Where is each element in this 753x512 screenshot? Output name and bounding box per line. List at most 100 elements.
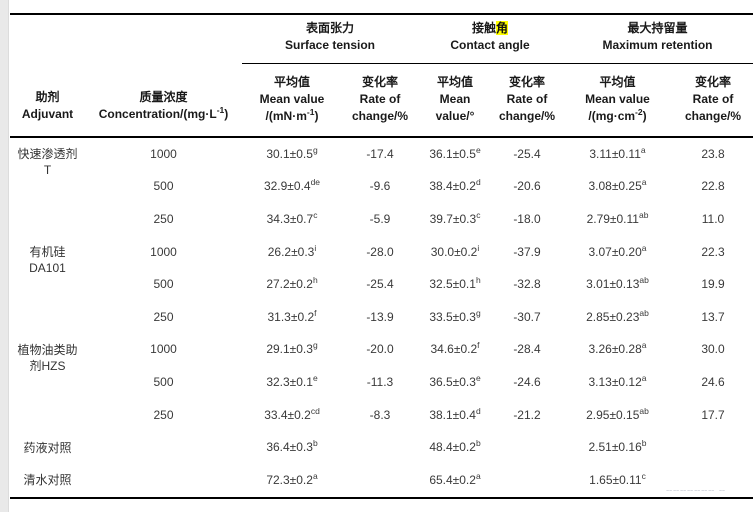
surface-tension-mean-cell: 36.4±0.3b <box>266 438 318 455</box>
table-row: 500 32.3±0.1e -11.3 36.5±0.3e -24.6 3.13±0.12… <box>10 366 753 399</box>
contact-angle-mean-cell: 39.7±0.3c <box>429 209 481 226</box>
max-retention-mean-cell: 1.65±0.11c <box>589 470 646 487</box>
table-header: 助剂 Adjuvant 质量浓度 Concentration/(mg·L-1) … <box>10 14 753 138</box>
contact-angle-rate-cell: -37.9 <box>513 244 541 259</box>
concentration-cell: 500 <box>153 277 174 292</box>
surface-tension-mean-cell: 32.3±0.1e <box>266 372 318 389</box>
header-group-max-retention: 最大持留量 Maximum retention <box>562 14 753 64</box>
surface-tension-mean-cell: 31.3±0.2f <box>267 307 317 324</box>
table-row: 500 27.2±0.2h -25.4 32.5±0.1h -32.8 3.01±0.13… <box>10 268 753 301</box>
concentration-cell: 1000 <box>150 244 177 259</box>
group-header-row: 助剂 Adjuvant 质量浓度 Concentration/(mg·L-1) … <box>10 14 753 138</box>
surface-tension-rate-cell: -13.9 <box>366 309 394 324</box>
subheader-mr-mean: 平均值 Mean value /(mg·cm-2) <box>562 63 673 138</box>
group-surface-tension-en: Surface tension <box>284 38 376 53</box>
contact-angle-mean-cell: 38.4±0.2d <box>429 177 481 194</box>
search-highlight: 角 <box>496 21 509 36</box>
max-retention-mean-cell: 3.26±0.28a <box>588 340 647 357</box>
max-retention-mean-cell: 2.51±0.16b <box>588 438 647 455</box>
max-retention-rate-cell: 23.8 <box>701 146 725 161</box>
paper-table-region: 助剂 Adjuvant 质量浓度 Concentration/(mg·L-1) … <box>10 13 753 499</box>
adjuvant-properties-table: 助剂 Adjuvant 质量浓度 Concentration/(mg·L-1) … <box>10 13 753 499</box>
table-row: 500 32.9±0.4de -9.6 38.4±0.2d -20.6 3.08±0.25… <box>10 171 753 204</box>
max-retention-mean-cell: 3.07±0.20a <box>588 242 647 259</box>
surface-tension-mean-cell: 27.2±0.2h <box>266 275 318 292</box>
table-row: 有机硅 DA101 1000 26.2±0.3i -28.0 30.0±0.2i -37.9… <box>10 236 753 274</box>
contact-angle-mean-cell: 65.4±0.2a <box>429 470 481 487</box>
max-retention-rate-cell: 22.8 <box>701 179 725 194</box>
adjuvant-cell: 药液对照 <box>23 440 72 455</box>
surface-tension-rate-cell <box>342 431 418 464</box>
contact-angle-rate-cell: -25.4 <box>513 146 541 161</box>
contact-angle-rate-cell <box>492 431 562 464</box>
surface-tension-mean-cell: 72.3±0.2a <box>266 470 318 487</box>
group-max-retention-zh: 最大持留量 <box>627 21 688 36</box>
table-row: 250 33.4±0.2cd -8.3 38.1±0.4d -21.2 2.95±0.15… <box>10 399 753 432</box>
concentration-cell: 250 <box>153 309 174 324</box>
table-row: 清水对照 72.3±0.2a 65.4±0.2a 1.65±0.11c <box>10 464 753 498</box>
contact-angle-rate-cell: -28.4 <box>513 342 541 357</box>
concentration-cell: 1000 <box>150 342 177 357</box>
max-retention-rate-cell: 11.0 <box>701 211 725 226</box>
header-group-contact-angle: 接触角 Contact angle <box>418 14 562 64</box>
max-retention-rate-cell: 13.7 <box>701 309 725 324</box>
header-concentration-en: Concentration/(mg·L-1) <box>98 105 229 121</box>
surface-tension-rate-cell: -20.0 <box>366 342 394 357</box>
group-surface-tension-zh: 表面张力 <box>305 21 354 36</box>
surface-tension-rate-cell: -9.6 <box>369 179 391 194</box>
group-contact-angle-zh: 接触角 <box>471 21 509 36</box>
header-adjuvant: 助剂 Adjuvant <box>10 14 85 138</box>
surface-tension-rate-cell <box>342 464 418 498</box>
contact-angle-rate-cell: -30.7 <box>513 309 541 324</box>
max-retention-mean-cell: 3.13±0.12a <box>588 372 647 389</box>
max-retention-mean-cell: 2.79±0.11ab <box>586 209 649 226</box>
adjuvant-cell: 清水对照 <box>23 473 72 488</box>
page-edge-strip <box>0 0 9 512</box>
table-row: 药液对照 36.4±0.3b 48.4±0.2b 2.51±0.16b <box>10 431 753 464</box>
contact-angle-mean-cell: 30.0±0.2i <box>430 242 480 259</box>
subheader-mr-rate: 变化率 Rate of change/% <box>673 63 753 138</box>
surface-tension-mean-cell: 34.3±0.7c <box>266 209 318 226</box>
max-retention-rate-cell <box>673 431 753 464</box>
contact-angle-mean-cell: 38.1±0.4d <box>429 405 481 422</box>
contact-angle-mean-cell: 36.1±0.5e <box>429 144 481 161</box>
surface-tension-rate-cell: -28.0 <box>366 244 394 259</box>
table-row: 快速渗透剂 T 1000 30.1±0.5g -17.4 36.1±0.5e -25.4 3.… <box>10 137 753 177</box>
max-retention-rate-cell: 17.7 <box>701 407 725 422</box>
max-retention-rate-cell: 22.3 <box>701 244 725 259</box>
contact-angle-mean-cell: 34.6±0.2f <box>430 340 480 357</box>
group-contact-angle-en: Contact angle <box>450 38 530 53</box>
header-adjuvant-zh: 助剂 <box>35 90 60 104</box>
surface-tension-mean-cell: 30.1±0.5g <box>266 144 318 161</box>
header-concentration: 质量浓度 Concentration/(mg·L-1) <box>85 14 242 138</box>
contact-angle-rate-cell: -24.6 <box>513 374 541 389</box>
concentration-cell: 500 <box>153 374 174 389</box>
contact-angle-rate-cell: -18.0 <box>513 211 541 226</box>
contact-angle-rate-cell <box>492 464 562 498</box>
surface-tension-mean-cell: 26.2±0.3i <box>267 242 317 259</box>
contact-angle-mean-cell: 33.5±0.3g <box>429 307 481 324</box>
table-row: 植物油类助 剂HZS 1000 29.1±0.3g -20.0 34.6±0.2f -28.… <box>10 334 753 372</box>
concentration-cell: 1000 <box>150 146 177 161</box>
max-retention-mean-cell: 3.01±0.13ab <box>586 275 649 292</box>
contact-angle-mean-cell: 48.4±0.2b <box>429 438 481 455</box>
max-retention-rate-cell: 30.0 <box>701 342 725 357</box>
contact-angle-rate-cell: -21.2 <box>513 407 541 422</box>
concentration-cell: 250 <box>153 407 174 422</box>
adjuvant-cell: 植物油类助 剂HZS <box>17 342 78 373</box>
sub-header-row: 平均值 Mean value /(mN·m-1) 变化率 Rate of cha… <box>10 63 753 138</box>
table-row: 250 34.3±0.7c -5.9 39.7±0.3c -18.0 2.79±0.11a… <box>10 203 753 236</box>
surface-tension-mean-cell: 29.1±0.3g <box>266 340 318 357</box>
adjuvant-cell: 有机硅 DA101 <box>29 244 66 275</box>
surface-tension-rate-cell: -5.9 <box>369 211 391 226</box>
watermark: ╌╌╌╌╌╌╌ ╌ <box>666 486 726 497</box>
max-retention-mean-cell: 3.11±0.11a <box>589 144 646 161</box>
subheader-st-mean: 平均值 Mean value /(mN·m-1) <box>242 63 342 138</box>
contact-angle-mean-cell: 32.5±0.1h <box>429 275 481 292</box>
concentration-cell <box>85 464 242 498</box>
concentration-cell: 500 <box>153 179 174 194</box>
max-retention-rate-cell: 24.6 <box>701 374 725 389</box>
max-retention-mean-cell: 3.08±0.25a <box>588 177 647 194</box>
contact-angle-rate-cell: -32.8 <box>513 277 541 292</box>
subheader-ca-mean: 平均值 Mean value/° <box>418 63 492 138</box>
